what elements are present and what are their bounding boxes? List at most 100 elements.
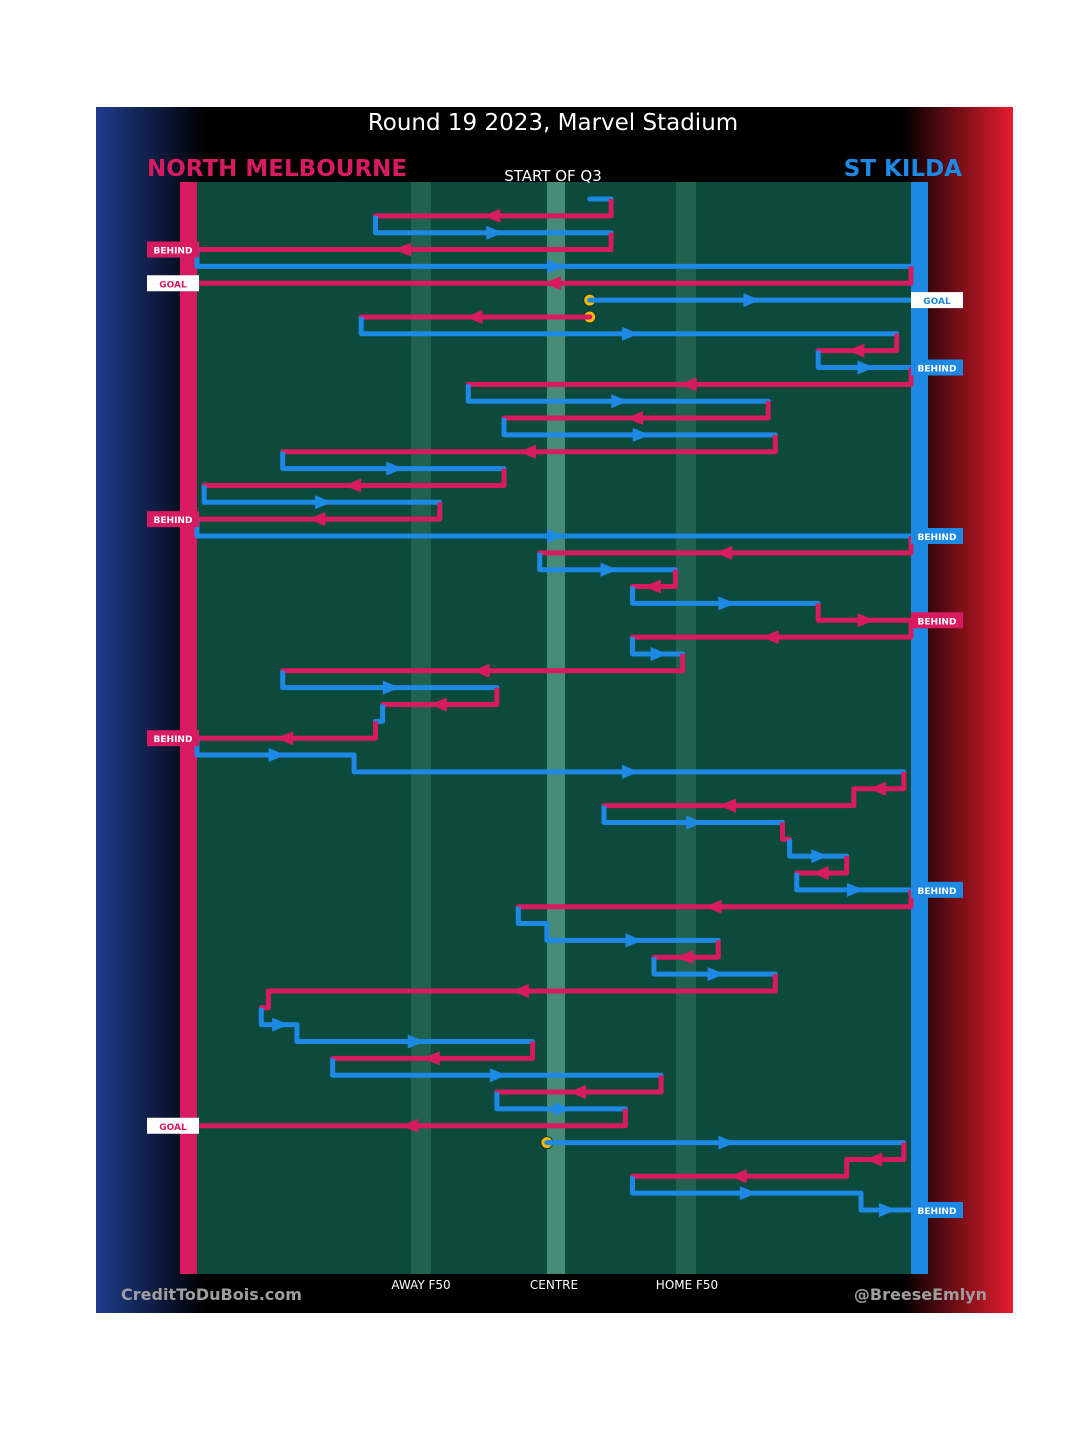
direction-arrow [554,1101,572,1116]
direction-arrow [568,1085,586,1100]
direction-arrow [707,967,725,982]
direction-arrow [868,781,886,796]
direction-arrow [600,562,618,577]
chain-layer [194,196,914,1217]
direction-arrow [268,748,286,763]
direction-arrow [386,461,404,476]
result-tag-box [147,1117,199,1134]
direction-arrow [276,731,294,746]
direction-arrow [472,663,490,678]
result-tag-behind: BEHIND [911,612,963,629]
result-tag-label: BEHIND [918,533,957,543]
result-tag-behind: BEHIND [147,241,199,258]
result-tag-label: BEHIND [918,1207,957,1217]
result-tag-behind: BEHIND [147,730,199,747]
direction-arrow [486,225,504,240]
direction-arrow [811,866,829,880]
result-tag-goal: GOAL [147,1117,199,1134]
direction-arrow [743,293,761,308]
direction-arrow [846,882,864,897]
direction-arrow [811,849,829,864]
result-tag-label: BEHIND [918,365,957,375]
direction-arrow [407,1034,425,1049]
direction-arrow [511,983,529,998]
direction-arrow [857,360,875,375]
away-f50-band [411,182,431,1274]
result-tag-box [911,612,963,629]
direction-arrow [272,1017,290,1032]
direction-arrow [632,427,650,442]
direction-arrow [308,512,326,527]
result-tag-box [147,730,199,747]
result-tag-box [911,359,963,376]
result-tag-behind: BEHIND [911,359,963,376]
direction-arrow [879,1203,897,1217]
direction-arrow [857,613,875,628]
direction-arrow [465,309,483,324]
result-tag-label: GOAL [159,1123,187,1133]
home-team-name: NORTH MELBOURNE [147,156,407,182]
result-tag-label: BEHIND [154,247,193,257]
direction-arrow [718,798,736,813]
zone-bands [411,182,696,1274]
direction-arrow [761,630,779,645]
centre-band [547,182,565,1274]
period-label: START OF Q3 [504,167,602,185]
result-tags: BEHIND GOAL GOAL BEHIND BEHIND BEHIND BEHIND BE… [147,241,963,1218]
direction-arrow [483,208,501,223]
x-tick-centre: CENTRE [530,1278,578,1292]
result-tag-goal: GOAL [147,275,199,292]
result-tag-behind: BEHIND [147,511,199,528]
result-tag-box [911,1202,963,1218]
direction-arrow [429,697,447,712]
result-tag-behind: BEHIND [911,881,963,898]
direction-arrow [686,815,704,830]
home-goal-line-bar [180,182,197,1274]
direction-arrow [643,579,661,594]
result-tag-box [147,241,199,258]
direction-arrow [382,680,400,695]
direction-arrow [422,1051,440,1066]
x-tick-away-f50: AWAY F50 [391,1278,450,1292]
direction-arrow [865,1152,883,1167]
direction-arrow [739,1186,757,1201]
result-tag-label: BEHIND [918,887,957,897]
direction-arrow [625,933,643,948]
result-tag-label: GOAL [159,280,187,290]
result-tag-behind: BEHIND [911,1202,963,1218]
direction-arrow [676,950,694,965]
x-tick-home-f50: HOME F50 [656,1278,718,1292]
result-tag-behind: BEHIND [911,528,963,544]
result-tag-box [147,275,199,292]
result-tag-label: BEHIND [154,516,193,526]
direction-arrow [394,242,412,257]
direction-arrow [718,1135,736,1150]
direction-arrow [547,529,564,543]
direction-arrow [626,411,644,426]
direction-arrow [547,259,564,274]
direction-arrow [718,596,736,611]
direction-arrow [650,646,668,661]
result-tag-goal: GOAL [911,292,963,309]
result-tag-box [911,292,963,309]
direction-arrow [729,1169,747,1184]
away-team-name: ST KILDA [844,156,962,182]
result-tag-label: BEHIND [154,735,193,745]
home-f50-band [676,182,696,1274]
direction-arrow [519,444,537,459]
direction-arrow [544,276,561,291]
direction-arrow [401,1118,419,1133]
direction-arrow [314,495,332,510]
credit-left: CreditToDuBois.com [121,1285,302,1304]
result-tag-box [911,528,963,544]
result-tag-box [147,511,199,528]
direction-arrow [621,326,639,341]
result-tag-label: GOAL [923,297,951,307]
result-tag-label: BEHIND [918,617,957,627]
away-goal-line-bar [911,182,928,1274]
direction-arrow [611,394,629,409]
direction-arrow [704,899,722,914]
direction-arrow [344,478,362,493]
direction-arrow [715,545,733,560]
direction-arrow [679,377,697,392]
